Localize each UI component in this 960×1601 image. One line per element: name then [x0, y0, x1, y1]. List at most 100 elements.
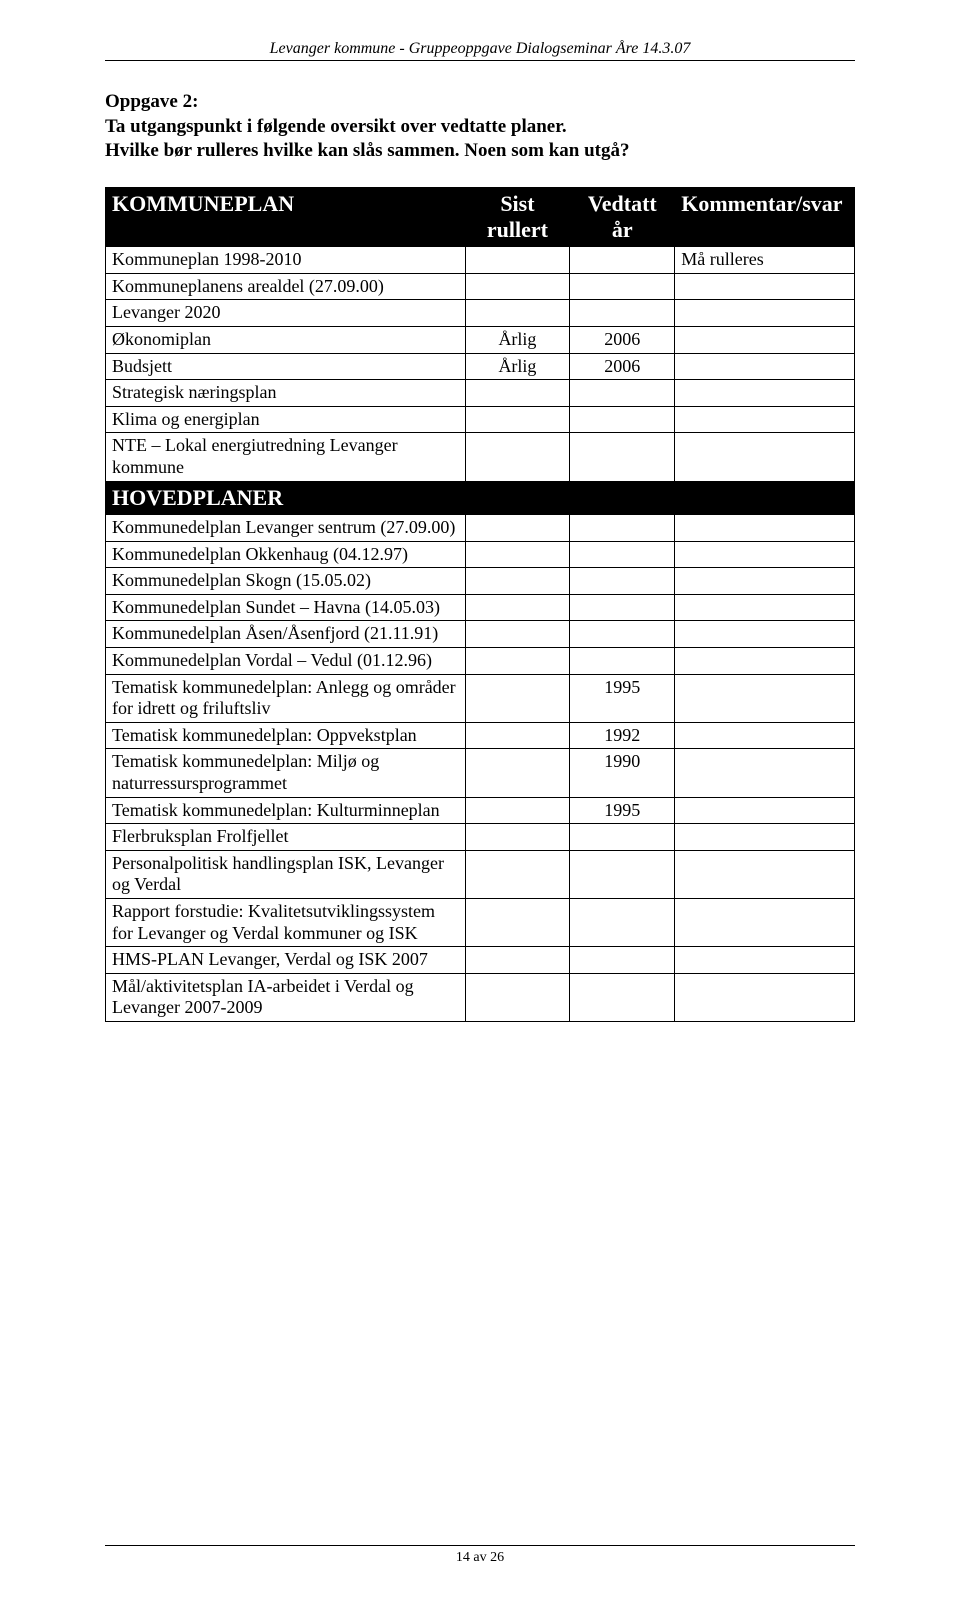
table-row: Kommunedelplan Skogn (15.05.02) — [106, 568, 855, 595]
table-row: Kommuneplanens arealdel (27.09.00) — [106, 273, 855, 300]
row-label: Økonomiplan — [106, 327, 466, 354]
row-sist — [465, 247, 570, 274]
row-label: Rapport forstudie: Kvalitetsutviklingssy… — [106, 898, 466, 946]
row-kommentar — [675, 898, 855, 946]
row-sist — [465, 541, 570, 568]
row-vedtatt: 1990 — [570, 749, 675, 797]
row-sist — [465, 406, 570, 433]
col-header-sist: Sistrullert — [465, 187, 570, 247]
row-vedtatt: 2006 — [570, 327, 675, 354]
table-row: BudsjettÅrlig2006 — [106, 353, 855, 380]
table-row: Kommunedelplan Åsen/Åsenfjord (21.11.91) — [106, 621, 855, 648]
row-sist — [465, 722, 570, 749]
document-page: Levanger kommune - Gruppeoppgave Dialogs… — [0, 0, 960, 1601]
row-sist — [465, 749, 570, 797]
header-divider — [105, 60, 855, 61]
table-row: Tematisk kommunedelplan: Anlegg og områd… — [106, 674, 855, 722]
row-sist — [465, 797, 570, 824]
section-title: HOVEDPLANER — [106, 481, 466, 514]
table-row: ØkonomiplanÅrlig2006 — [106, 327, 855, 354]
row-label: Kommuneplan 1998-2010 — [106, 247, 466, 274]
row-sist: Årlig — [465, 327, 570, 354]
section-empty — [675, 481, 855, 514]
row-sist — [465, 433, 570, 481]
row-sist — [465, 273, 570, 300]
row-kommentar: Må rulleres — [675, 247, 855, 274]
table-row: HMS-PLAN Levanger, Verdal og ISK 2007 — [106, 947, 855, 974]
row-kommentar — [675, 594, 855, 621]
row-label: Kommunedelplan Levanger sentrum (27.09.0… — [106, 515, 466, 542]
table-row: Personalpolitisk handlingsplan ISK, Leva… — [106, 850, 855, 898]
table-row: Rapport forstudie: Kvalitetsutviklingssy… — [106, 898, 855, 946]
table-row: Kommunedelplan Levanger sentrum (27.09.0… — [106, 515, 855, 542]
task-title: Oppgave 2: — [105, 91, 855, 113]
section-empty — [465, 481, 570, 514]
row-label: Personalpolitisk handlingsplan ISK, Leva… — [106, 850, 466, 898]
row-kommentar — [675, 749, 855, 797]
col-header-vedtatt: Vedtattår — [570, 187, 675, 247]
row-label: Kommunedelplan Skogn (15.05.02) — [106, 568, 466, 595]
row-kommentar — [675, 850, 855, 898]
row-label: NTE – Lokal energiutredning Levanger kom… — [106, 433, 466, 481]
row-sist — [465, 621, 570, 648]
row-sist — [465, 824, 570, 851]
row-label: Tematisk kommunedelplan: Miljø og naturr… — [106, 749, 466, 797]
row-vedtatt — [570, 247, 675, 274]
row-sist — [465, 674, 570, 722]
row-kommentar — [675, 674, 855, 722]
table-row: Tematisk kommunedelplan: Oppvekstplan199… — [106, 722, 855, 749]
row-vedtatt — [570, 515, 675, 542]
row-label: Tematisk kommunedelplan: Kulturminneplan — [106, 797, 466, 824]
table-row: Strategisk næringsplan — [106, 380, 855, 407]
row-sist — [465, 647, 570, 674]
row-sist — [465, 898, 570, 946]
row-label: Kommuneplanens arealdel (27.09.00) — [106, 273, 466, 300]
row-kommentar — [675, 380, 855, 407]
row-vedtatt — [570, 647, 675, 674]
row-vedtatt — [570, 594, 675, 621]
row-sist — [465, 947, 570, 974]
row-vedtatt — [570, 568, 675, 595]
row-vedtatt — [570, 947, 675, 974]
row-kommentar — [675, 824, 855, 851]
row-label: Tematisk kommunedelplan: Oppvekstplan — [106, 722, 466, 749]
row-sist — [465, 568, 570, 595]
row-vedtatt — [570, 541, 675, 568]
table-row: Levanger 2020 — [106, 300, 855, 327]
row-vedtatt — [570, 824, 675, 851]
section-title: KOMMUNEPLAN — [106, 187, 466, 247]
table-row: Tematisk kommunedelplan: Kulturminneplan… — [106, 797, 855, 824]
table-row: Tematisk kommunedelplan: Miljø og naturr… — [106, 749, 855, 797]
row-kommentar — [675, 353, 855, 380]
row-kommentar — [675, 647, 855, 674]
row-label: Levanger 2020 — [106, 300, 466, 327]
row-sist — [465, 300, 570, 327]
row-vedtatt — [570, 973, 675, 1021]
row-kommentar — [675, 947, 855, 974]
row-sist — [465, 973, 570, 1021]
row-label: Klima og energiplan — [106, 406, 466, 433]
row-label: Budsjett — [106, 353, 466, 380]
task-intro: Ta utgangspunkt i følgende oversikt over… — [105, 115, 855, 163]
row-label: HMS-PLAN Levanger, Verdal og ISK 2007 — [106, 947, 466, 974]
plans-table: KOMMUNEPLANSistrullertVedtattårKommentar… — [105, 187, 855, 1022]
section-header-row: HOVEDPLANER — [106, 481, 855, 514]
row-kommentar — [675, 406, 855, 433]
row-vedtatt: 1995 — [570, 797, 675, 824]
row-vedtatt — [570, 406, 675, 433]
row-sist — [465, 850, 570, 898]
row-label: Tematisk kommunedelplan: Anlegg og områd… — [106, 674, 466, 722]
row-vedtatt — [570, 433, 675, 481]
table-row: Klima og energiplan — [106, 406, 855, 433]
row-sist — [465, 515, 570, 542]
document-header: Levanger kommune - Gruppeoppgave Dialogs… — [105, 40, 855, 58]
row-vedtatt — [570, 898, 675, 946]
table-row: Kommuneplan 1998-2010 Må rulleres — [106, 247, 855, 274]
footer-divider — [105, 1545, 855, 1546]
row-kommentar — [675, 327, 855, 354]
col-header-kommentar: Kommentar/svar — [675, 187, 855, 247]
table-row: Flerbruksplan Frolfjellet — [106, 824, 855, 851]
row-label: Kommunedelplan Sundet – Havna (14.05.03) — [106, 594, 466, 621]
table-row: NTE – Lokal energiutredning Levanger kom… — [106, 433, 855, 481]
row-kommentar — [675, 621, 855, 648]
